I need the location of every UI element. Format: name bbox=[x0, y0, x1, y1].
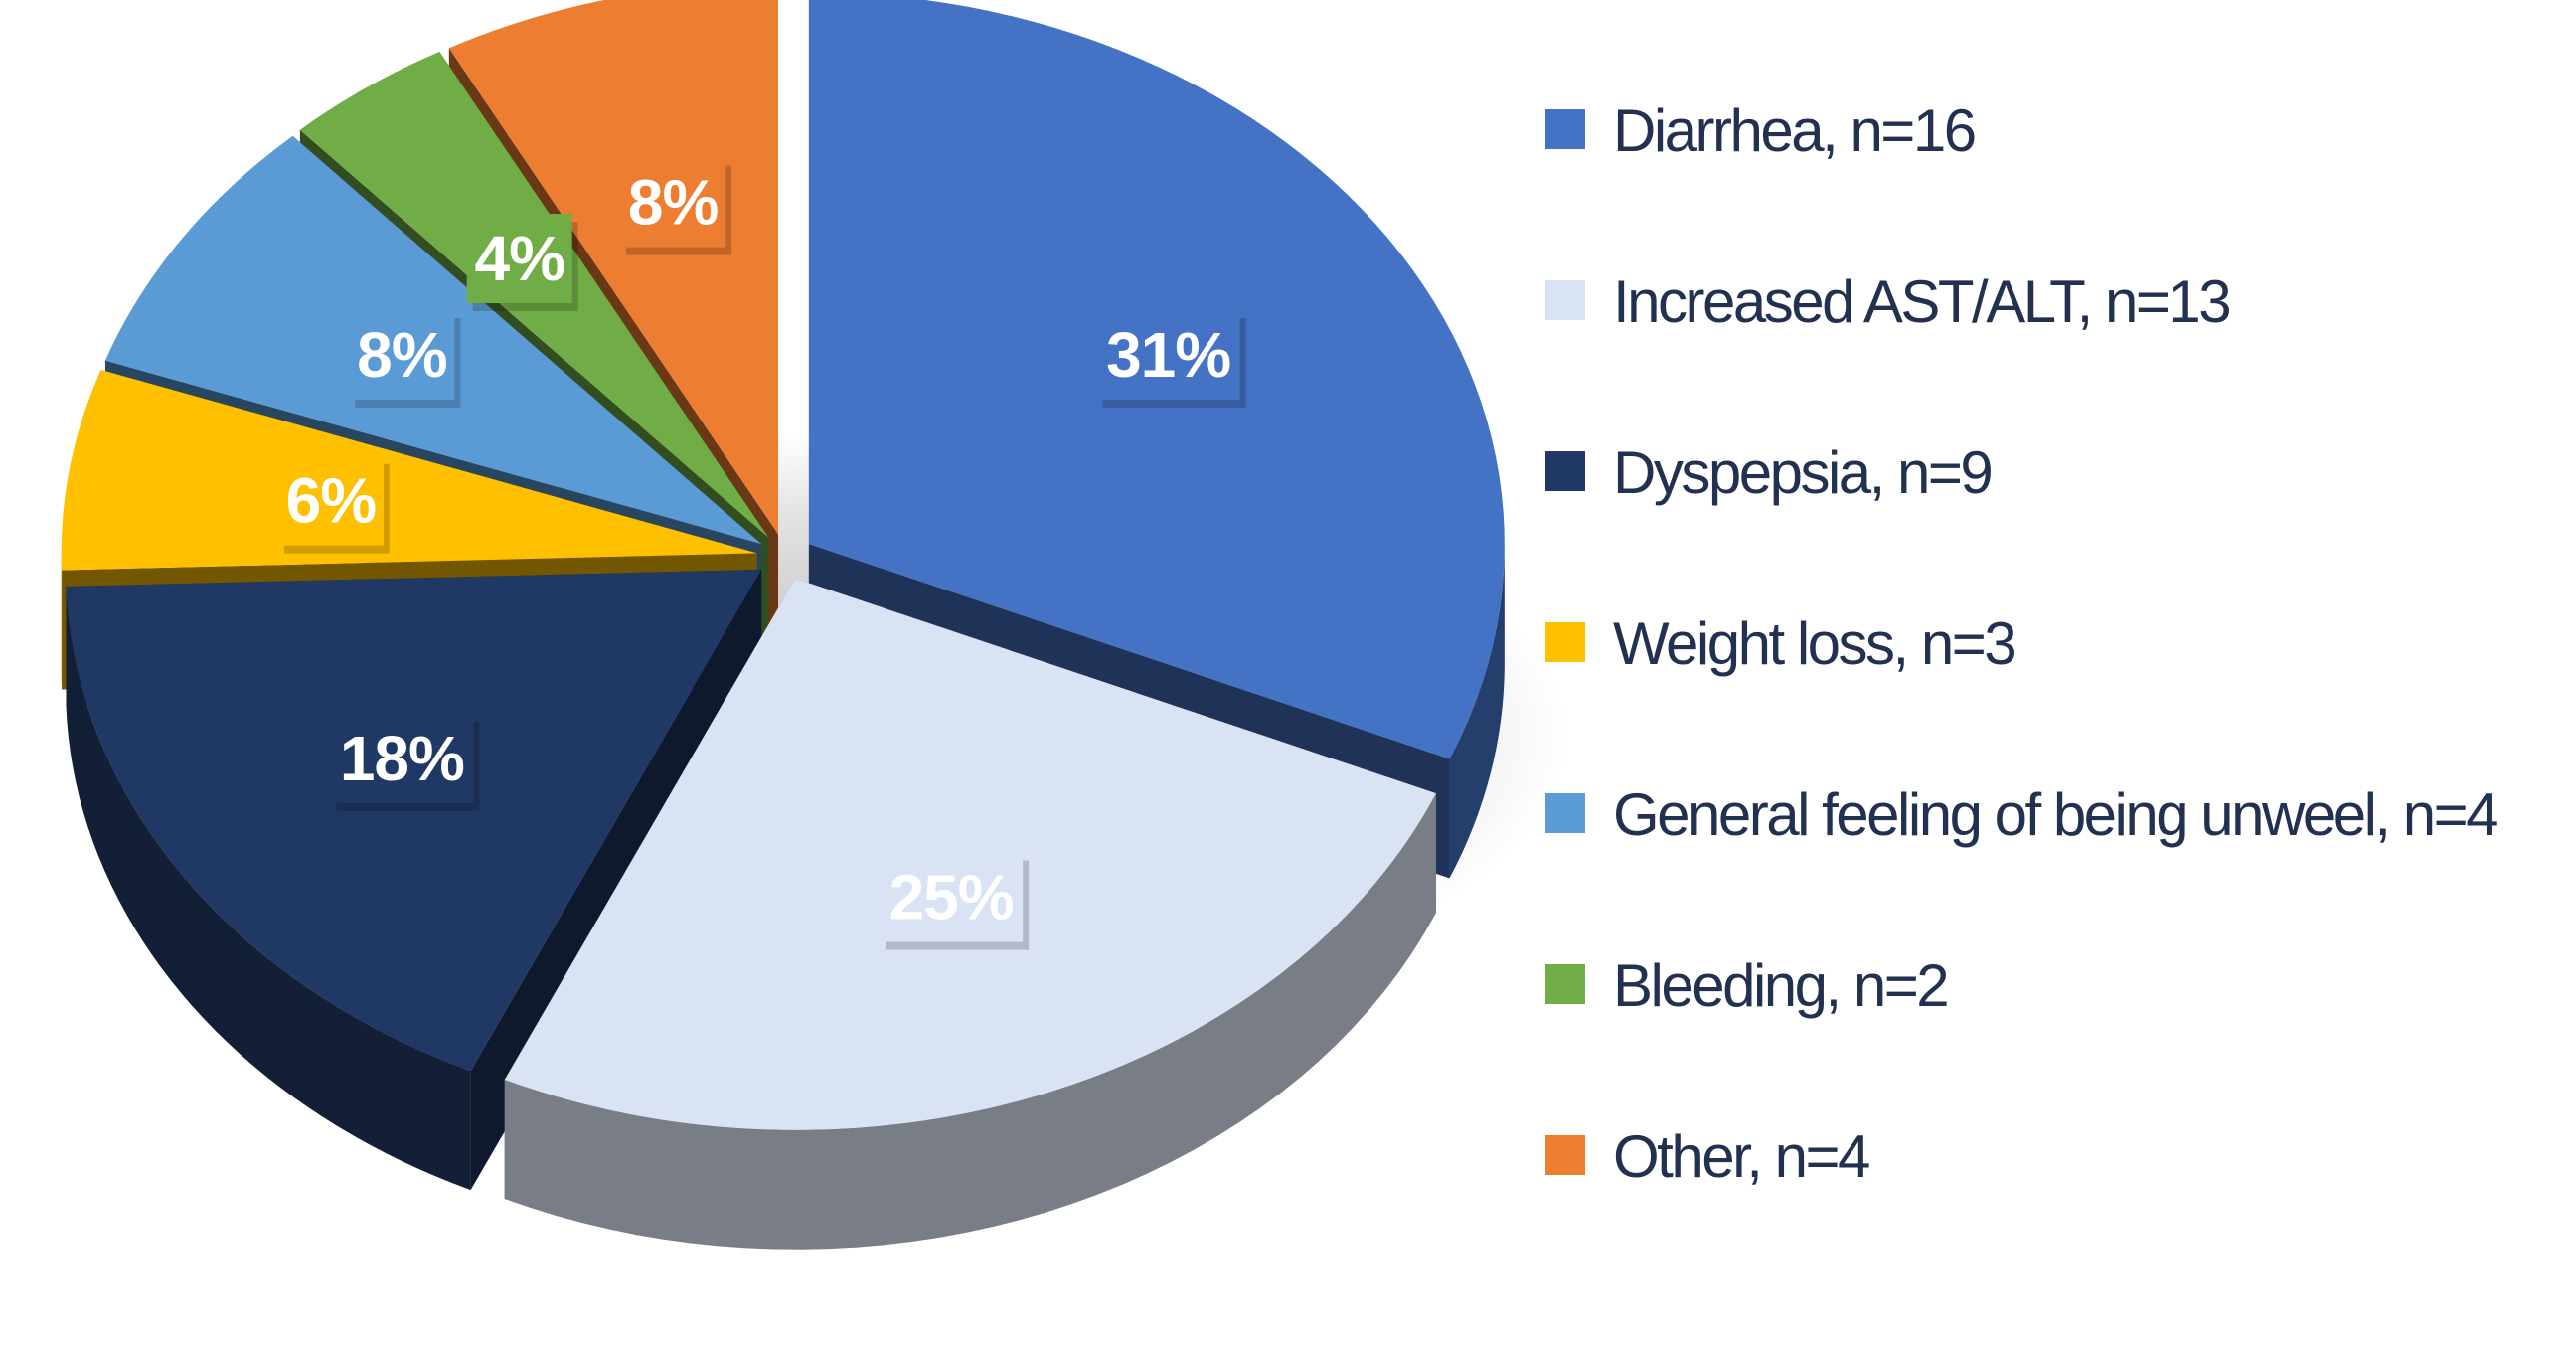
legend-item-general-feeling-of-being-unweel-n-4: General feeling of being unweel, n=4 bbox=[1545, 781, 2500, 848]
data-label-box bbox=[880, 852, 1024, 942]
pie-slice-outer-wall bbox=[504, 793, 1436, 1250]
legend-item-weight-loss-n-3: Weight loss, n=3 bbox=[1545, 610, 2017, 677]
data-label-box bbox=[330, 713, 474, 803]
data-label-box bbox=[349, 310, 455, 401]
data-label-text: 8% bbox=[357, 319, 447, 391]
data-label-text: 25% bbox=[889, 862, 1014, 933]
legend-swatch bbox=[1545, 109, 1585, 149]
legend-swatch bbox=[1545, 451, 1585, 491]
legend-swatch bbox=[1545, 793, 1585, 833]
data-label-bleeding-n-2: 4% bbox=[466, 214, 578, 312]
data-label-weight-loss-n-3: 6% bbox=[277, 455, 390, 554]
legend-swatch bbox=[1545, 964, 1585, 1004]
data-label-dyspepsia-n-9: 18% bbox=[330, 713, 480, 811]
pie-slice-outer-wall bbox=[66, 587, 471, 1191]
pie-slice-dyspepsia-n-9 bbox=[66, 569, 762, 1072]
legend-label: Increased AST/ALT, n=13 bbox=[1613, 268, 2229, 335]
data-label-text: 8% bbox=[628, 167, 719, 239]
data-labels-group: 31% 25% 18% 6% 8% 4% 8% bbox=[277, 157, 1246, 950]
data-label-box bbox=[277, 455, 384, 546]
data-label-text: 6% bbox=[286, 465, 377, 537]
data-label-text: 31% bbox=[1106, 319, 1230, 391]
pie-slice-other-n-4 bbox=[448, 0, 779, 535]
legend-item-increased-ast-alt-n-13: Increased AST/ALT, n=13 bbox=[1545, 268, 2232, 335]
legend-swatch bbox=[1545, 280, 1585, 320]
legend-item-other-n-4: Other, n=4 bbox=[1545, 1123, 1871, 1190]
data-label-increased-ast-alt-n-13: 25% bbox=[880, 852, 1030, 950]
legend-label: Bleeding, n=2 bbox=[1613, 952, 1947, 1019]
legend-item-dyspepsia-n-9: Dyspepsia, n=9 bbox=[1545, 439, 1994, 506]
legend-label: Other, n=4 bbox=[1613, 1123, 1869, 1190]
legend-label: Diarrhea, n=16 bbox=[1613, 97, 1975, 164]
legend-label: General feeling of being unweel, n=4 bbox=[1613, 781, 2497, 848]
data-label-box bbox=[1096, 310, 1240, 401]
data-label-diarrhea-n-16: 31% bbox=[1096, 310, 1246, 409]
data-label-box bbox=[620, 157, 726, 248]
legend-item-bleeding-n-2: Bleeding, n=2 bbox=[1545, 952, 1950, 1019]
data-label-text: 4% bbox=[474, 223, 564, 294]
pie-slices-group bbox=[61, 0, 1505, 1250]
pie-slice-outer-wall bbox=[1449, 544, 1505, 879]
legend-label: Weight loss, n=3 bbox=[1613, 610, 2014, 677]
legend-item-diarrhea-n-16: Diarrhea, n=16 bbox=[1545, 97, 1977, 164]
legend: Diarrhea, n=16 Increased AST/ALT, n=13 Dys… bbox=[1545, 97, 2500, 1190]
data-label-general-feeling-of-being-unweel-n-4: 8% bbox=[349, 310, 461, 409]
data-label-other-n-4: 8% bbox=[620, 157, 732, 255]
legend-swatch bbox=[1545, 622, 1585, 662]
pie-slice-weight-loss-n-3 bbox=[61, 369, 757, 571]
data-label-box bbox=[466, 214, 572, 304]
data-label-text: 18% bbox=[340, 723, 464, 794]
legend-label: Dyspepsia, n=9 bbox=[1613, 439, 1991, 506]
legend-swatch bbox=[1545, 1135, 1585, 1175]
